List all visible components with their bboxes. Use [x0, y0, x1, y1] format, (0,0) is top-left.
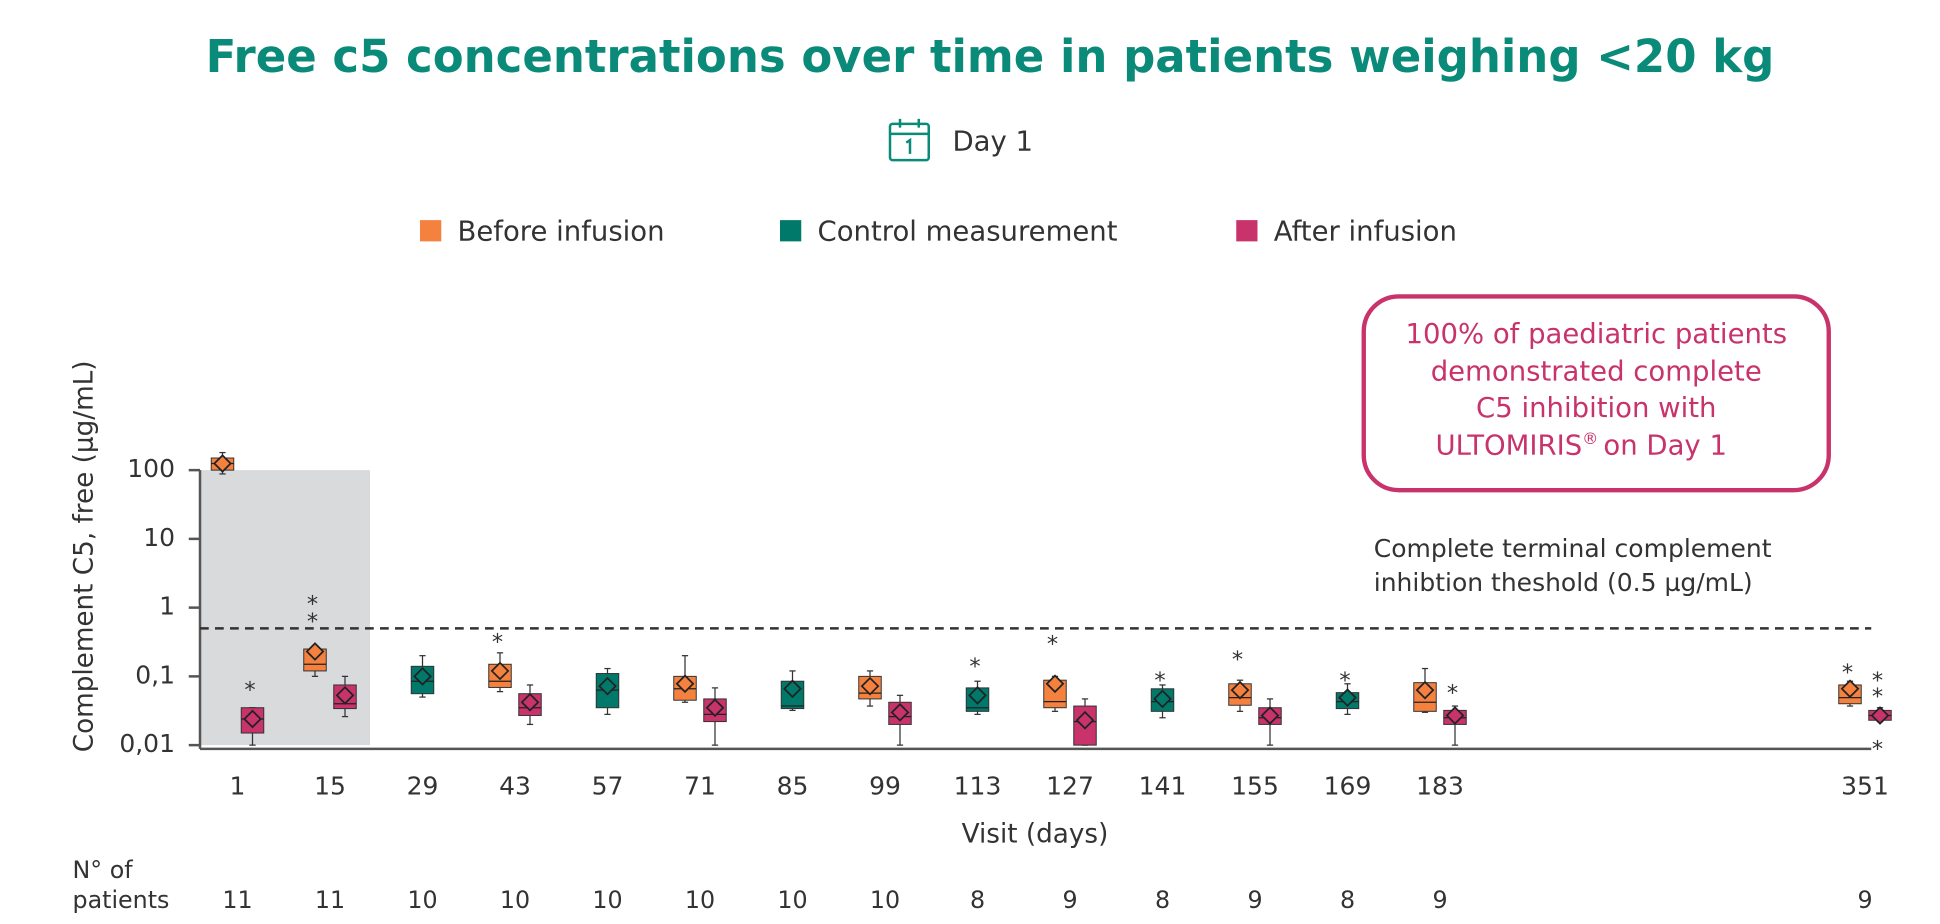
outlier: *: [1842, 660, 1853, 686]
outlier: *: [1872, 737, 1883, 763]
patient-count: 9: [1062, 886, 1077, 914]
x-tick-label: 141: [1139, 772, 1187, 801]
mean: [213, 454, 232, 473]
threshold-label: Complete terminal complement: [1374, 534, 1772, 563]
mean: [1415, 680, 1435, 700]
mean: [675, 674, 695, 694]
legend-label: Before infusion: [458, 216, 665, 248]
mean: [1338, 688, 1357, 708]
annotation-text: demonstrated complete: [1431, 356, 1762, 388]
patient-count: 10: [592, 886, 622, 914]
patient-count: 10: [685, 886, 715, 914]
mean: [1445, 706, 1465, 725]
outlier: *: [969, 654, 980, 680]
patients-label: patients: [73, 886, 170, 914]
brand-suffix: on Day 1: [1603, 429, 1727, 461]
mean: [1075, 710, 1095, 730]
mean: [1230, 680, 1250, 700]
brand: ULTOMIRIS: [1436, 429, 1583, 461]
mean: [413, 667, 432, 686]
outlier: *: [1872, 668, 1883, 694]
patient-count: 11: [315, 886, 345, 914]
mean: [490, 661, 510, 681]
mean: [1870, 706, 1890, 725]
x-tick-label: 127: [1046, 772, 1094, 801]
outlier: *: [307, 591, 318, 617]
x-tick-label: 183: [1416, 772, 1464, 801]
patient-count: 10: [777, 886, 807, 914]
x-tick-label: 85: [777, 772, 809, 801]
patient-count: 9: [1247, 886, 1262, 914]
outlier: *: [1447, 680, 1458, 706]
outlier: *: [1154, 668, 1165, 694]
x-tick-label: 155: [1231, 772, 1279, 801]
patient-count: 8: [970, 886, 985, 914]
mean: [783, 679, 802, 699]
patient-count: 8: [1155, 886, 1170, 914]
x-tick-label: 99: [869, 772, 901, 801]
threshold-label: inhibtion theshold (0.5 µg/mL): [1374, 568, 1753, 597]
x-tick-label: 351: [1841, 772, 1889, 801]
x-tick-label: 43: [499, 772, 531, 801]
y-axis-title: Complement C5, free (µg/mL): [70, 360, 100, 752]
legend-label: Control measurement: [818, 216, 1118, 248]
x-tick-label: 29: [407, 772, 439, 801]
calendar-icon: [888, 118, 930, 162]
patient-count: 10: [407, 886, 437, 914]
patient-count: 9: [1857, 886, 1872, 914]
outlier: *: [1047, 631, 1058, 657]
y-tick-label: 1: [159, 592, 175, 621]
annotation-text: ULTOMIRIS® on Day 1: [1436, 428, 1727, 461]
x-axis-title: Visit (days): [962, 820, 1109, 850]
patient-count: 10: [870, 886, 900, 914]
patient-count: 9: [1432, 886, 1447, 914]
mean: [968, 685, 987, 705]
annotation-box: [1361, 294, 1831, 493]
y-tick-label: 10: [143, 523, 175, 552]
patients-label: N° of: [73, 856, 134, 884]
legend-swatch: [1236, 220, 1258, 242]
y-tick-label: 0,1: [135, 660, 175, 689]
outlier: *: [492, 630, 503, 656]
x-tick-label: 71: [684, 772, 716, 801]
outlier: *: [307, 609, 318, 635]
mean: [243, 709, 262, 729]
mean: [335, 685, 355, 705]
outlier: *: [244, 678, 255, 704]
y-tick-label: 100: [127, 454, 175, 483]
mean: [1045, 674, 1065, 694]
y-tick-label: 0,01: [119, 729, 175, 758]
annotation-text: 100% of paediatric patients: [1405, 318, 1787, 350]
outlier: *: [1232, 647, 1243, 673]
x-tick-label: 1: [230, 772, 246, 801]
mean: [1153, 689, 1172, 709]
outlier: *: [1872, 684, 1883, 710]
mean: [705, 698, 725, 718]
mean: [890, 702, 910, 722]
mean: [860, 676, 880, 696]
patient-count: 11: [222, 886, 252, 914]
x-tick-label: 113: [954, 772, 1002, 801]
mean: [1260, 706, 1280, 725]
x-tick-label: 15: [314, 772, 346, 801]
x-tick-label: 57: [592, 772, 624, 801]
annotation-text: C5 inhibition with: [1476, 392, 1716, 424]
mean: [598, 676, 617, 696]
chart-title: Free c5 concentrations over time in pati…: [206, 30, 1775, 83]
legend-label: After infusion: [1274, 216, 1457, 248]
outlier: *: [1339, 668, 1350, 694]
mean: [305, 642, 325, 661]
patient-count: 10: [500, 886, 530, 914]
x-tick-label: 169: [1324, 772, 1372, 801]
mean: [520, 692, 540, 712]
legend-swatch: [780, 220, 802, 242]
legend-swatch: [420, 220, 442, 242]
patient-count: 8: [1340, 886, 1355, 914]
mean: [1840, 679, 1860, 699]
brand-mark: ®: [1582, 428, 1598, 447]
subtitle: Day 1: [953, 126, 1034, 158]
